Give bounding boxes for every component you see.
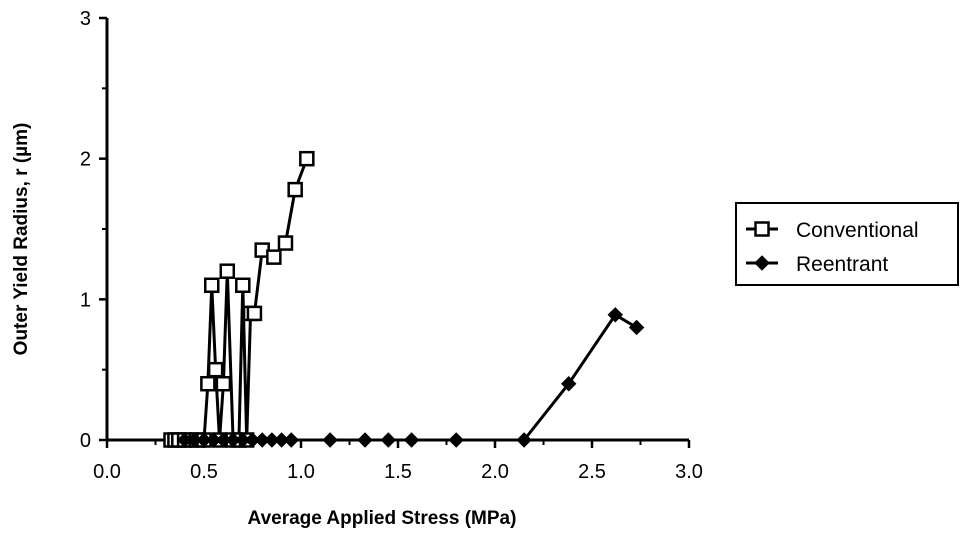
data-point	[322, 432, 338, 448]
data-point	[607, 307, 623, 323]
data-point	[266, 249, 282, 265]
data-point	[219, 263, 236, 279]
data-point	[448, 432, 464, 448]
data-point	[277, 235, 294, 251]
y-tick-label: 0	[80, 430, 91, 452]
x-tick-label: 0.0	[93, 461, 121, 483]
legend: Conventional Reentrant	[735, 202, 959, 286]
data-point	[516, 432, 532, 448]
x-tick-label: 2.0	[481, 461, 509, 483]
data-point	[380, 432, 397, 448]
x-tick-label: 2.5	[578, 461, 606, 483]
legend-box	[735, 202, 959, 286]
data-point	[561, 376, 577, 392]
x-tick-label: 0.5	[190, 461, 218, 483]
y-tick-label: 1	[80, 289, 91, 311]
legend-label: Conventional	[796, 219, 919, 242]
y-axis-title: Outer Yield Radius, r (µm)	[11, 123, 32, 356]
data-point	[200, 375, 216, 392]
x-axis-title: Average Applied Stress (MPa)	[248, 508, 517, 529]
data-point	[628, 319, 645, 336]
data-point	[246, 305, 263, 322]
legend-marker	[754, 221, 770, 237]
series-conventional	[163, 150, 315, 448]
legend-marker	[754, 255, 770, 271]
data-point	[357, 432, 373, 448]
x-tick-label: 3.0	[675, 461, 703, 483]
series-reentrant	[176, 307, 645, 448]
series-layer	[163, 150, 645, 448]
y-tick-label: 2	[80, 149, 91, 171]
series-line	[171, 158, 309, 442]
x-tick-label: 1.5	[384, 461, 412, 483]
legend-label: Reentrant	[796, 253, 888, 276]
y-tick-label: 3	[80, 8, 91, 30]
data-point	[283, 432, 300, 448]
data-point	[207, 361, 224, 378]
data-point	[235, 277, 251, 294]
data-point	[204, 277, 220, 294]
data-point	[299, 150, 315, 167]
x-tick-label: 1.0	[287, 461, 315, 483]
data-point	[287, 181, 303, 198]
data-point	[215, 375, 232, 392]
data-point	[403, 432, 420, 448]
axes: 0.0 0.5 1.0 1.5 2.0 2.5 3.0 0 1 2 3	[80, 8, 703, 483]
